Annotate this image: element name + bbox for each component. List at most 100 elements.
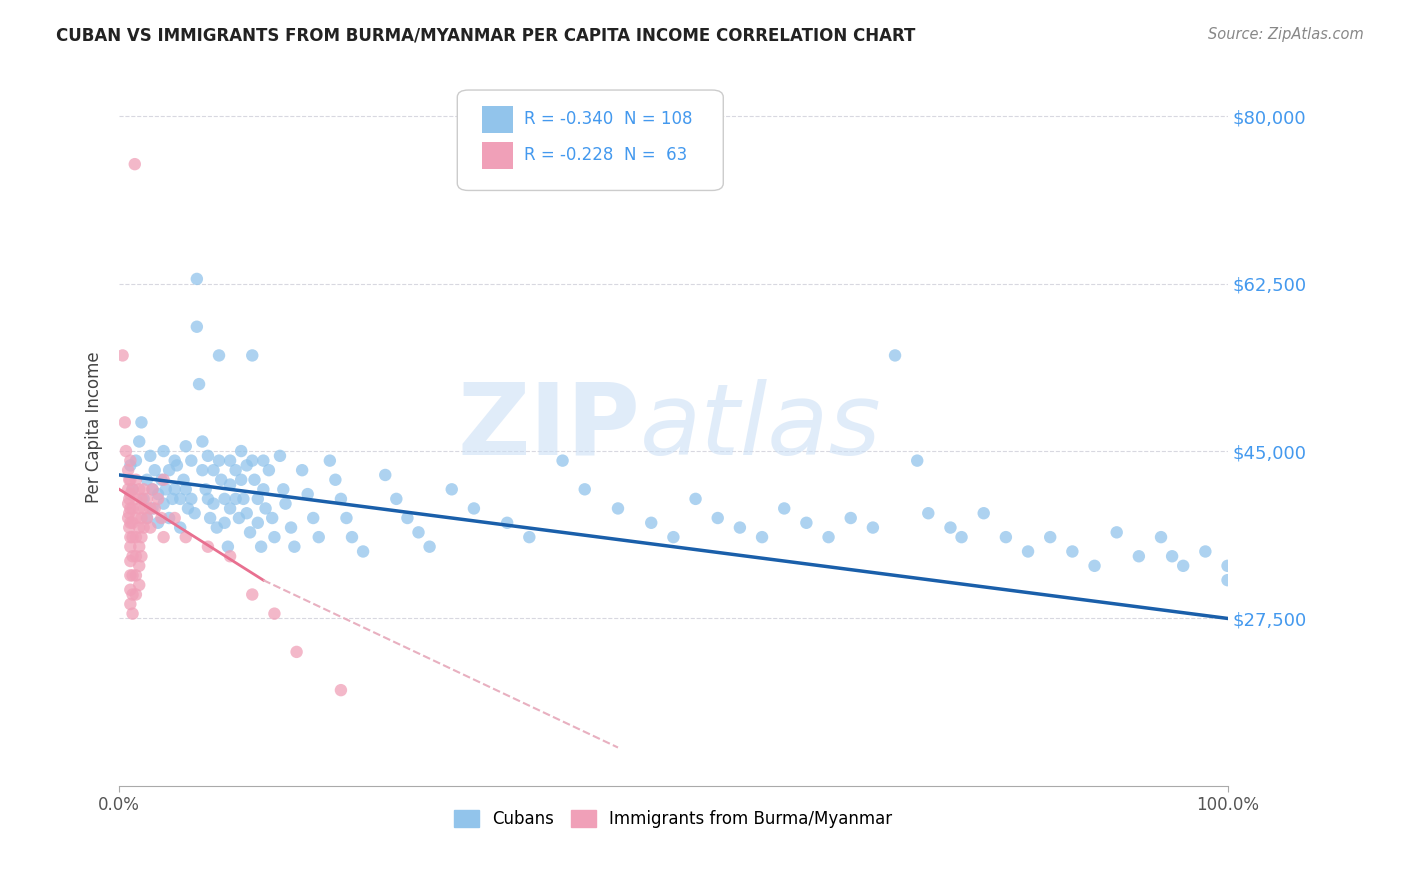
Point bbox=[340, 530, 363, 544]
Point bbox=[155, 483, 177, 497]
Point bbox=[191, 434, 214, 449]
Point bbox=[246, 491, 269, 506]
Point bbox=[208, 348, 231, 362]
Point bbox=[150, 511, 173, 525]
Point bbox=[243, 473, 266, 487]
Point bbox=[197, 449, 219, 463]
Point bbox=[1128, 549, 1150, 564]
Point bbox=[607, 501, 630, 516]
Point bbox=[183, 506, 205, 520]
Point bbox=[280, 520, 302, 534]
Point bbox=[1161, 549, 1184, 564]
Point bbox=[917, 506, 939, 520]
Point bbox=[205, 520, 228, 534]
Point bbox=[973, 506, 995, 520]
Point bbox=[136, 491, 159, 506]
Point bbox=[246, 516, 269, 530]
Point bbox=[136, 473, 159, 487]
Text: R = -0.228: R = -0.228 bbox=[524, 145, 613, 163]
Point bbox=[132, 501, 155, 516]
Point bbox=[325, 473, 347, 487]
Point bbox=[132, 483, 155, 497]
Point bbox=[121, 501, 143, 516]
Point bbox=[1062, 544, 1084, 558]
Point bbox=[117, 511, 139, 525]
Point bbox=[125, 491, 148, 506]
FancyBboxPatch shape bbox=[457, 90, 723, 191]
Point bbox=[274, 497, 297, 511]
Point bbox=[141, 483, 163, 497]
Point bbox=[111, 348, 134, 362]
Point bbox=[1173, 558, 1195, 573]
Point bbox=[706, 511, 728, 525]
Point bbox=[169, 491, 191, 506]
Point bbox=[250, 540, 273, 554]
Point bbox=[146, 516, 169, 530]
Point bbox=[335, 511, 357, 525]
Point bbox=[214, 491, 236, 506]
Point bbox=[146, 491, 169, 506]
Point bbox=[839, 511, 862, 525]
Point bbox=[124, 157, 146, 171]
Point bbox=[120, 501, 142, 516]
Point bbox=[120, 516, 142, 530]
Point bbox=[121, 568, 143, 582]
Point bbox=[152, 444, 174, 458]
Bar bbox=[482, 142, 513, 169]
Point bbox=[302, 511, 325, 525]
Point bbox=[117, 497, 139, 511]
Point bbox=[125, 530, 148, 544]
Point bbox=[131, 549, 153, 564]
Point bbox=[225, 463, 247, 477]
Point bbox=[121, 483, 143, 497]
Point bbox=[152, 497, 174, 511]
Point bbox=[139, 501, 162, 516]
Point bbox=[128, 501, 150, 516]
Point bbox=[225, 491, 247, 506]
Point bbox=[132, 520, 155, 534]
Point bbox=[173, 473, 195, 487]
Point bbox=[214, 516, 236, 530]
Point bbox=[640, 516, 662, 530]
Point bbox=[125, 568, 148, 582]
Point bbox=[263, 607, 285, 621]
Point bbox=[143, 501, 166, 516]
Point bbox=[283, 540, 305, 554]
Text: N =  63: N = 63 bbox=[623, 145, 686, 163]
Point bbox=[197, 540, 219, 554]
Point bbox=[297, 487, 319, 501]
Point bbox=[146, 487, 169, 501]
Point bbox=[1194, 544, 1216, 558]
Point bbox=[271, 483, 294, 497]
Point bbox=[163, 511, 186, 525]
Point bbox=[950, 530, 973, 544]
Point bbox=[120, 530, 142, 544]
Point bbox=[1083, 558, 1105, 573]
Point bbox=[219, 477, 242, 491]
Point bbox=[121, 483, 143, 497]
Point bbox=[174, 483, 197, 497]
Point bbox=[128, 434, 150, 449]
Point bbox=[118, 506, 141, 520]
Y-axis label: Per Capita Income: Per Capita Income bbox=[86, 351, 103, 503]
Point bbox=[118, 491, 141, 506]
Point bbox=[1039, 530, 1062, 544]
Point bbox=[1150, 530, 1173, 544]
Point bbox=[114, 416, 136, 430]
Point bbox=[131, 530, 153, 544]
Point bbox=[905, 453, 928, 467]
Point bbox=[773, 501, 796, 516]
Point bbox=[235, 458, 257, 473]
Point bbox=[496, 516, 519, 530]
Point bbox=[209, 473, 232, 487]
Point bbox=[136, 511, 159, 525]
Point bbox=[121, 607, 143, 621]
Point bbox=[252, 453, 274, 467]
Point bbox=[157, 463, 180, 477]
Point bbox=[125, 511, 148, 525]
Point bbox=[517, 530, 540, 544]
Point bbox=[120, 554, 142, 568]
Point bbox=[166, 458, 188, 473]
Point bbox=[120, 597, 142, 611]
Point bbox=[162, 491, 184, 506]
